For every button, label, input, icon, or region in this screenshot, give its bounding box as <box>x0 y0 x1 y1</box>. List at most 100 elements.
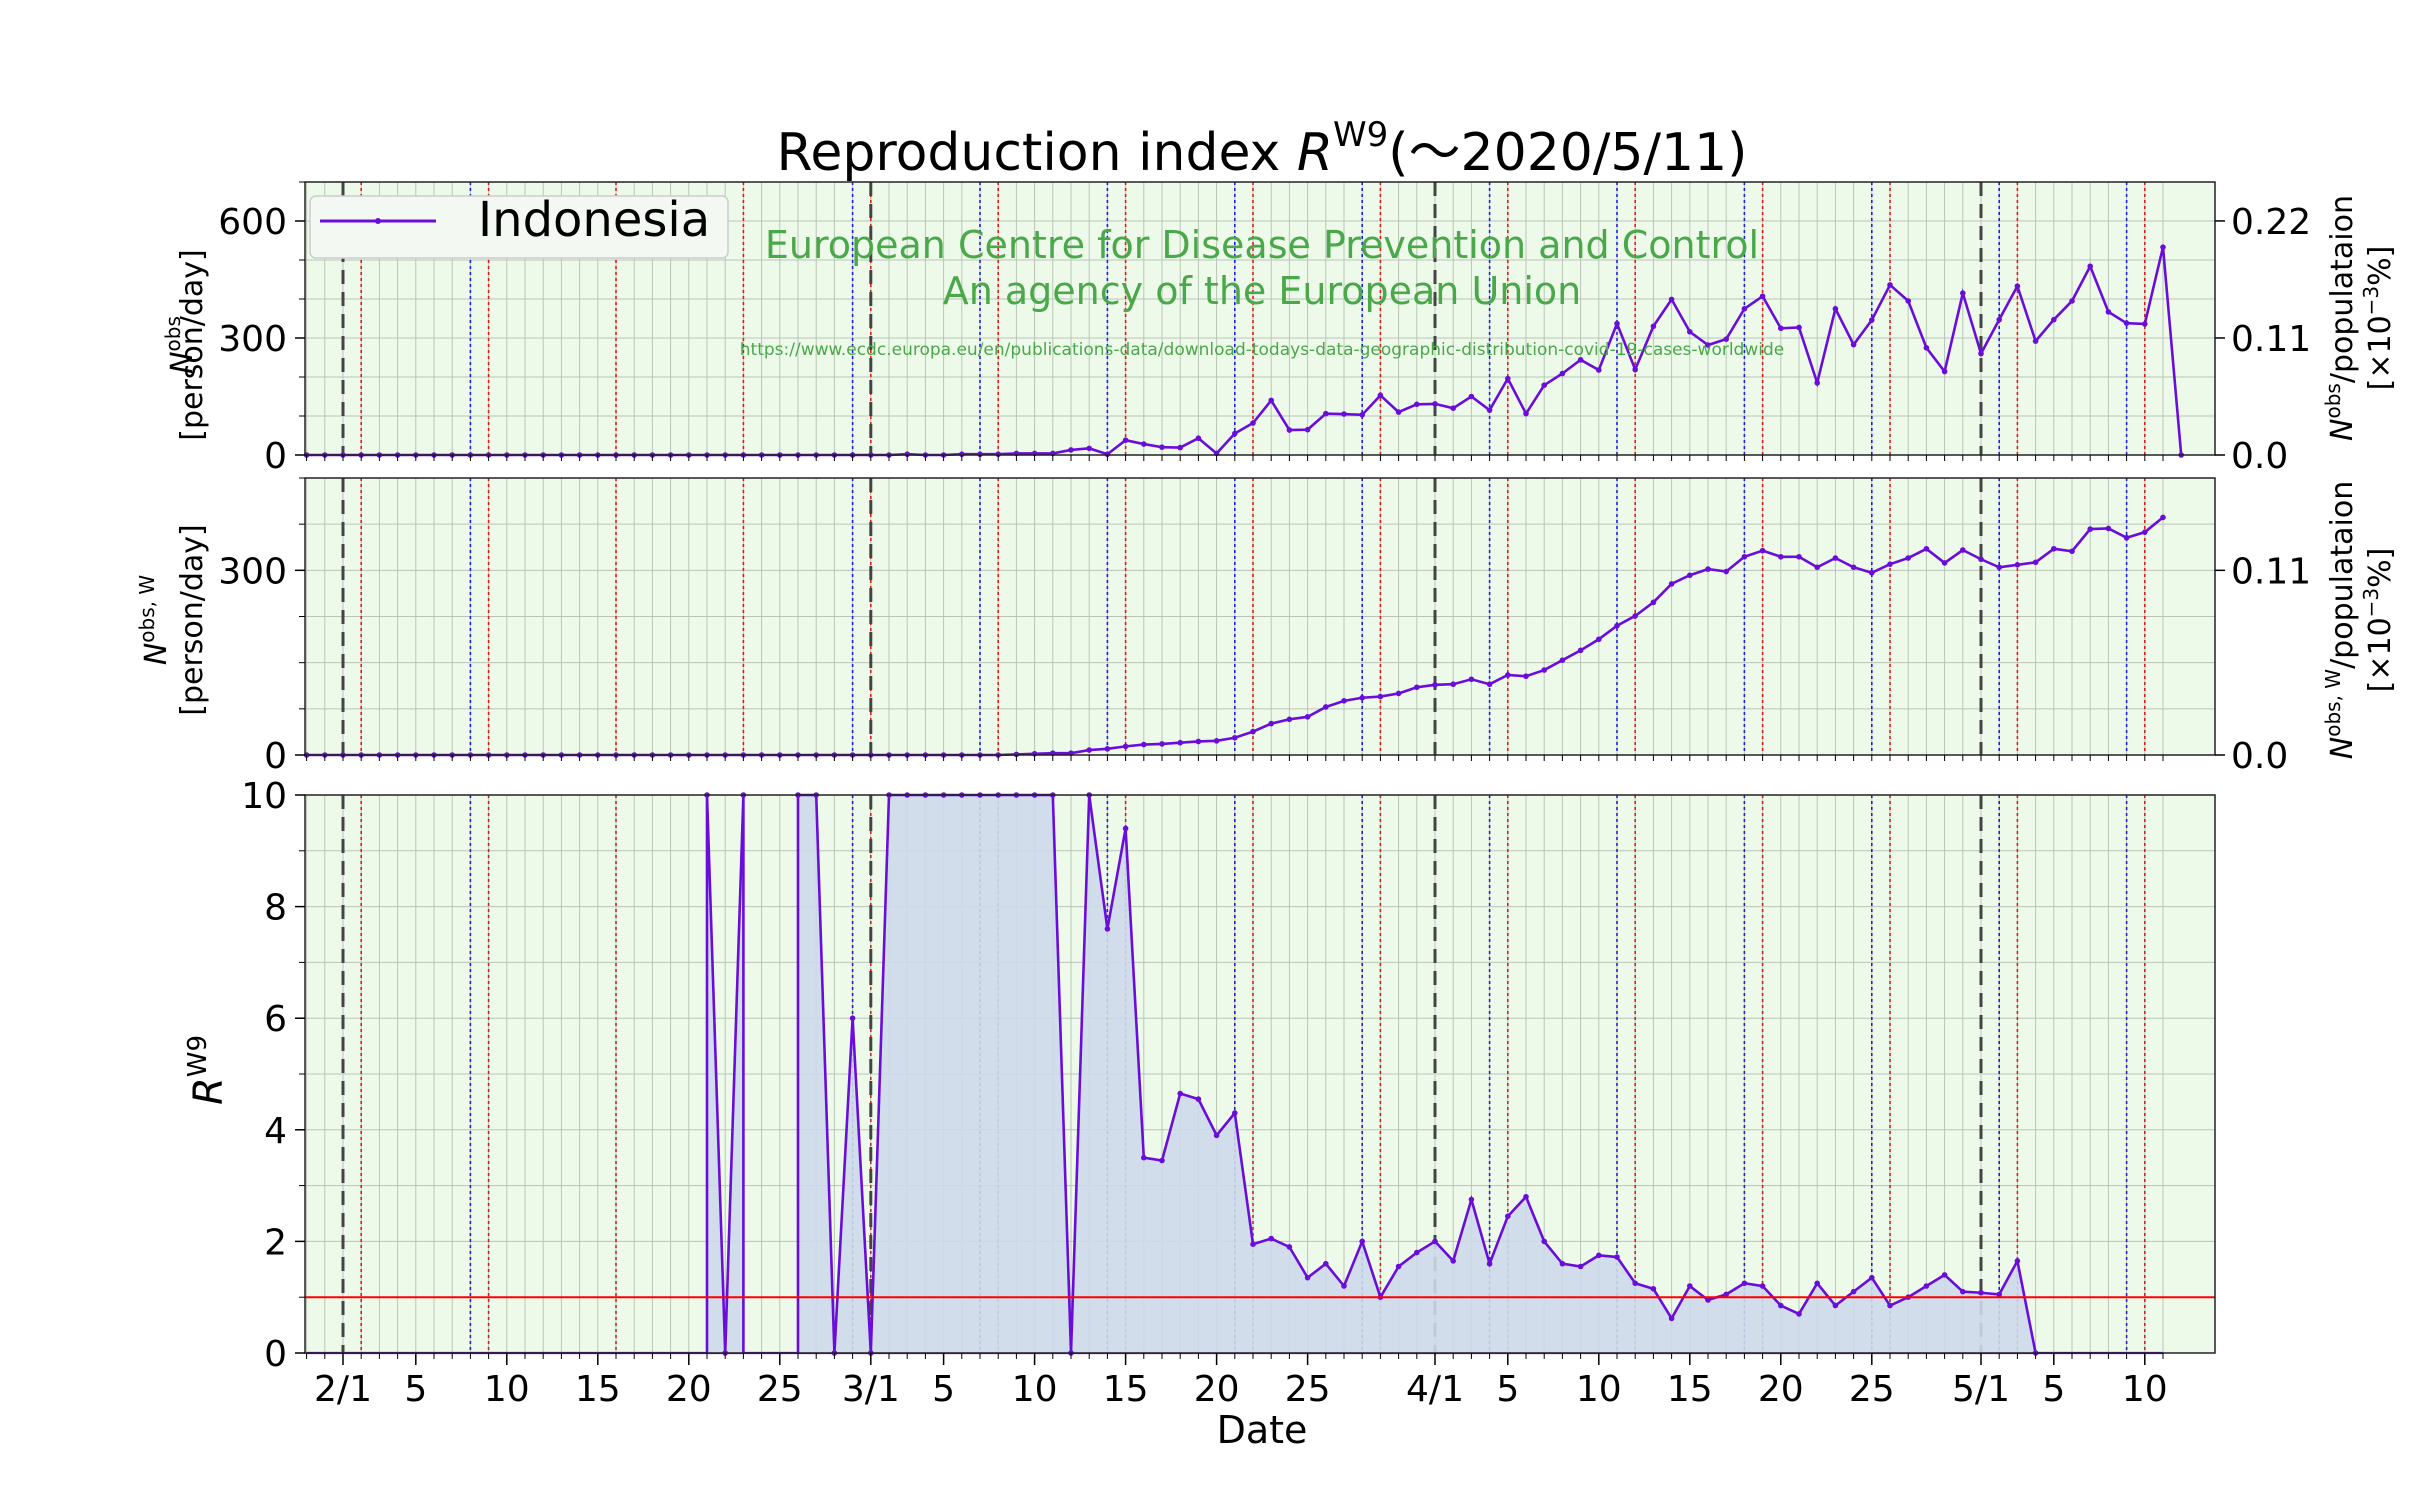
data-point <box>1141 441 1147 447</box>
data-point <box>1286 716 1293 723</box>
data-point <box>1887 282 1893 288</box>
data-point <box>1650 323 1657 330</box>
data-point <box>1414 1249 1420 1256</box>
x-tick-label: 3/1 <box>842 1369 900 1410</box>
data-point <box>1650 599 1657 606</box>
panel2-ylabel: Nobs, W <box>135 575 174 666</box>
data-point <box>1341 411 1347 417</box>
data-point <box>1304 1274 1311 1281</box>
data-point <box>1941 560 1948 566</box>
data-point <box>1304 714 1311 720</box>
data-point <box>1377 693 1384 700</box>
legend-box <box>309 195 729 259</box>
reproduction-index-panel: 0 2 4 6 8 10 2/1 5 10 15 20 25 3/1 5 10 15 20 25 4/1 5 10 15 2… <box>241 776 2216 1410</box>
data-point <box>1159 444 1165 451</box>
data-point <box>1250 728 1256 735</box>
y-tick-label: 4 <box>264 1111 287 1152</box>
data-point <box>1978 556 1984 563</box>
data-point <box>1850 341 1857 348</box>
data-point <box>1577 647 1584 654</box>
data-point <box>1505 375 1511 382</box>
data-point <box>1159 741 1165 747</box>
panel1-ylabel-unit-text: [person/day] <box>175 249 210 441</box>
series-area <box>798 795 2036 1353</box>
y-tick-label: 600 <box>218 202 287 243</box>
x-tick-label: 15 <box>575 1369 621 1410</box>
data-point <box>1996 1291 2002 1298</box>
data-point <box>1414 401 1420 408</box>
y-tick-label: 2 <box>264 1222 287 1263</box>
data-point <box>1286 427 1293 433</box>
plot-frame <box>304 181 2216 456</box>
data-point <box>1068 447 1074 453</box>
data-point <box>2069 548 2075 555</box>
data-point <box>1177 1090 1183 1097</box>
right-tick-label: 0.0 <box>2231 436 2288 477</box>
data-point <box>1741 1280 1748 1287</box>
data-point <box>1086 747 1092 753</box>
data-point <box>1960 1288 1966 1295</box>
x-tick-label: 20 <box>666 1369 712 1410</box>
data-point <box>1122 743 1129 750</box>
x-tick-label: 10 <box>2122 1369 2168 1410</box>
data-point <box>1486 407 1493 413</box>
data-point <box>2014 561 2021 568</box>
data-point <box>2051 545 2057 552</box>
legend-label: Indonesia <box>478 192 710 248</box>
data-point <box>1086 445 1092 452</box>
data-point <box>1778 325 1784 332</box>
data-point <box>1741 305 1748 312</box>
data-point <box>1232 430 1238 437</box>
x-tick-label: 2/1 <box>314 1369 372 1410</box>
source-watermark: European Centre for Disease Prevention a… <box>740 223 1784 360</box>
data-point <box>1250 1241 1256 1247</box>
data-point <box>1978 350 1984 357</box>
data-point <box>2087 526 2093 532</box>
data-point <box>1887 1302 1893 1309</box>
data-point <box>1687 1283 1693 1289</box>
data-point <box>2160 514 2166 521</box>
data-point <box>1832 1302 1839 1309</box>
data-point <box>1705 566 1711 572</box>
data-point <box>2160 244 2166 250</box>
data-point <box>1559 1260 1566 1267</box>
data-point <box>2032 338 2039 344</box>
data-point <box>1377 392 1384 399</box>
data-point <box>2105 525 2112 532</box>
data-point <box>1486 681 1493 688</box>
x-tick-label: 5 <box>404 1369 427 1410</box>
data-point <box>1596 636 1602 643</box>
watermark-line1: European Centre for Disease Prevention a… <box>765 223 1759 267</box>
x-tick-label: 5 <box>1496 1369 1519 1410</box>
data-point <box>1687 572 1693 579</box>
panel2-right-label: Nobs, W/populataion <box>2321 481 2360 759</box>
data-point <box>1996 316 2002 323</box>
data-point <box>1978 1289 1984 1296</box>
data-point <box>1796 1311 1802 1317</box>
data-point <box>1177 444 1183 451</box>
data-point <box>1268 397 1274 404</box>
data-point <box>1559 657 1566 664</box>
data-point <box>1541 667 1547 673</box>
data-point <box>1650 1286 1657 1292</box>
data-point <box>1796 324 1802 331</box>
x-axis-label: Date <box>1217 1408 1308 1452</box>
data-point <box>1414 684 1420 691</box>
data-point <box>2014 1258 2021 1264</box>
data-point <box>1960 290 1966 296</box>
data-point <box>1996 564 2002 571</box>
data-point <box>1395 409 1402 415</box>
data-point <box>2032 559 2039 566</box>
data-point <box>1759 293 1766 300</box>
data-point <box>1268 720 1274 727</box>
data-point <box>2014 283 2021 289</box>
data-point <box>1832 305 1839 312</box>
x-tick-label: 25 <box>757 1369 803 1410</box>
chart-title: Reproduction index RW9(～2020/5/11) <box>777 115 1748 183</box>
panel1-right-label: Nobs/populataion <box>2321 195 2360 441</box>
data-point <box>2123 534 2130 541</box>
right-tick-label: 0.0 <box>2231 736 2288 777</box>
data-point <box>1759 1283 1766 1289</box>
data-point <box>1723 568 1729 575</box>
data-point <box>1286 1244 1293 1250</box>
